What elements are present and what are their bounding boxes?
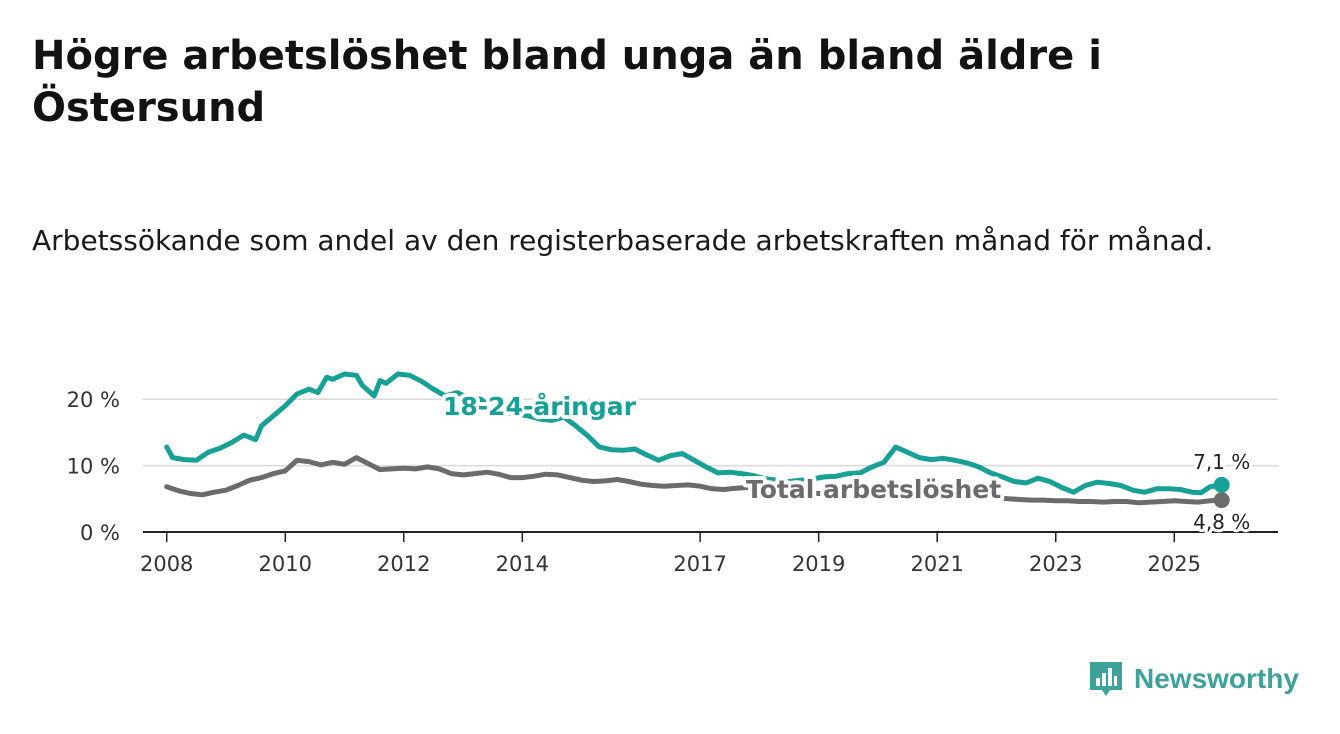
y-tick-label: 20 % [67, 388, 120, 412]
x-tick-label: 2012 [377, 552, 430, 576]
x-tick-label: 2019 [792, 552, 845, 576]
newsworthy-brand[interactable]: Newsworthy [1088, 660, 1299, 698]
youth-series-label: 18-24-åringar [443, 392, 637, 421]
x-tick-label: 2021 [910, 552, 963, 576]
y-tick-label: 0 % [80, 521, 120, 545]
total-end-point [1213, 492, 1230, 509]
x-tick-label: 2008 [140, 552, 193, 576]
series-lines [164, 371, 1230, 509]
series-labels: 18-24-åringar Total arbetslöshet 7,1 % 4,8 … [439, 388, 1253, 537]
youth-end-point [1213, 476, 1230, 493]
x-tick-label: 2025 [1148, 552, 1201, 576]
x-tick-label: 2017 [673, 552, 726, 576]
x-tick-label: 2014 [496, 552, 549, 576]
x-tick-label: 2010 [259, 552, 312, 576]
gridlines: 0 % 10 % 20 % [67, 388, 1278, 545]
total-end-value-label: 4,8 % [1193, 510, 1250, 534]
x-axis: 2008 2010 2012 2014 2017 2019 2021 2023 2025 [140, 531, 1278, 576]
total-series-line [164, 455, 1225, 506]
y-tick-label: 10 % [67, 455, 120, 479]
youth-end-value-label: 7,1 % [1193, 450, 1250, 474]
brand-name: Newsworthy [1134, 663, 1299, 694]
chart-title: Högre arbetslöshet bland unga än bland ä… [32, 33, 1102, 131]
newsworthy-logo-icon [1090, 662, 1122, 696]
chart-subtitle: Arbetssökande som andel av den registerb… [32, 224, 1214, 257]
total-series-label: Total arbetslöshet [746, 475, 1001, 504]
youth-series-line [164, 371, 1225, 496]
x-tick-label: 2023 [1029, 552, 1082, 576]
